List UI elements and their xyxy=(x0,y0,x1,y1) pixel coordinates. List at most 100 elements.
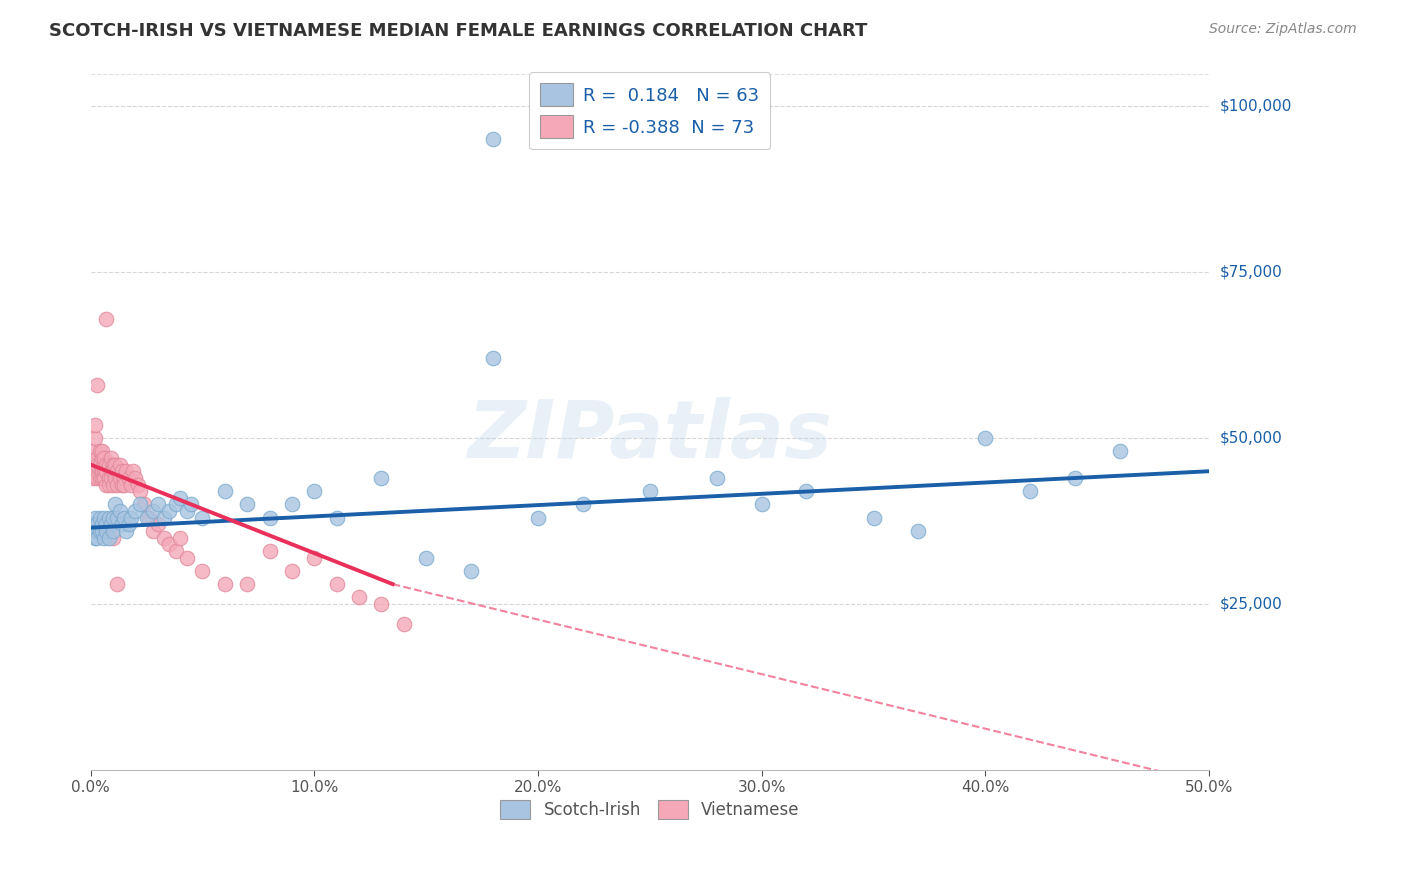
Point xyxy=(90,450,112,465)
Point xyxy=(107,464,129,478)
Point xyxy=(86,458,108,472)
Point xyxy=(325,510,347,524)
Point xyxy=(370,597,392,611)
Point xyxy=(111,477,134,491)
Point xyxy=(101,464,124,478)
Point xyxy=(90,444,112,458)
Point xyxy=(101,510,124,524)
Point xyxy=(214,577,236,591)
Point xyxy=(415,550,437,565)
Point xyxy=(112,510,135,524)
Point xyxy=(101,524,124,538)
Point xyxy=(96,477,118,491)
Point xyxy=(89,444,111,458)
Point xyxy=(104,458,127,472)
Point xyxy=(107,477,129,491)
Point xyxy=(90,464,112,478)
Point xyxy=(120,477,142,491)
Point xyxy=(281,498,304,512)
Point xyxy=(97,471,120,485)
Point xyxy=(214,484,236,499)
Point xyxy=(97,477,120,491)
Point xyxy=(157,537,180,551)
Point xyxy=(108,504,131,518)
Point xyxy=(86,471,108,485)
Point xyxy=(169,531,191,545)
Point xyxy=(112,471,135,485)
Point xyxy=(706,471,728,485)
Point xyxy=(90,524,112,538)
Point xyxy=(974,431,997,445)
Point xyxy=(180,498,202,512)
Legend: Scotch-Irish, Vietnamese: Scotch-Irish, Vietnamese xyxy=(494,793,806,826)
Point xyxy=(325,577,347,591)
Point xyxy=(97,458,120,472)
Point xyxy=(460,564,482,578)
Point xyxy=(96,517,118,532)
Text: $50,000: $50,000 xyxy=(1220,431,1282,445)
Point xyxy=(281,564,304,578)
Point xyxy=(165,544,187,558)
Point xyxy=(93,458,115,472)
Point xyxy=(93,471,115,485)
Point xyxy=(93,531,115,545)
Point xyxy=(392,616,415,631)
Point xyxy=(107,577,129,591)
Point xyxy=(176,550,198,565)
Point xyxy=(96,464,118,478)
Point xyxy=(370,471,392,485)
Text: ZIPatlas: ZIPatlas xyxy=(467,397,832,475)
Point xyxy=(796,484,818,499)
Point xyxy=(236,498,259,512)
Point xyxy=(93,510,115,524)
Point xyxy=(101,477,124,491)
Point xyxy=(120,510,142,524)
Point xyxy=(100,517,122,532)
Point xyxy=(862,510,884,524)
Point xyxy=(638,484,661,499)
Point xyxy=(100,450,122,465)
Point xyxy=(111,517,134,532)
Point xyxy=(482,351,505,366)
Point xyxy=(1108,444,1130,458)
Point xyxy=(111,464,134,478)
Point xyxy=(84,464,107,478)
Point xyxy=(482,132,505,146)
Point xyxy=(96,458,118,472)
Point xyxy=(97,531,120,545)
Point xyxy=(108,458,131,472)
Point xyxy=(135,510,157,524)
Point xyxy=(153,531,176,545)
Point xyxy=(169,491,191,505)
Point xyxy=(96,311,118,326)
Point xyxy=(347,591,370,605)
Point xyxy=(104,498,127,512)
Point xyxy=(128,484,150,499)
Point xyxy=(527,510,550,524)
Point xyxy=(236,577,259,591)
Point xyxy=(115,464,138,478)
Point xyxy=(90,517,112,532)
Point xyxy=(127,477,149,491)
Point xyxy=(86,524,108,538)
Point xyxy=(259,510,281,524)
Point xyxy=(134,498,156,512)
Point xyxy=(153,510,176,524)
Point xyxy=(138,510,160,524)
Point xyxy=(259,544,281,558)
Point xyxy=(146,517,169,532)
Point xyxy=(117,517,139,532)
Point xyxy=(751,498,773,512)
Point xyxy=(104,471,127,485)
Point xyxy=(165,498,187,512)
Point xyxy=(1019,484,1042,499)
Point xyxy=(89,471,111,485)
Point xyxy=(571,498,593,512)
Text: $100,000: $100,000 xyxy=(1220,99,1292,113)
Point xyxy=(84,417,107,432)
Point xyxy=(96,524,118,538)
Point xyxy=(101,458,124,472)
Point xyxy=(115,524,138,538)
Point xyxy=(100,464,122,478)
Point xyxy=(142,524,165,538)
